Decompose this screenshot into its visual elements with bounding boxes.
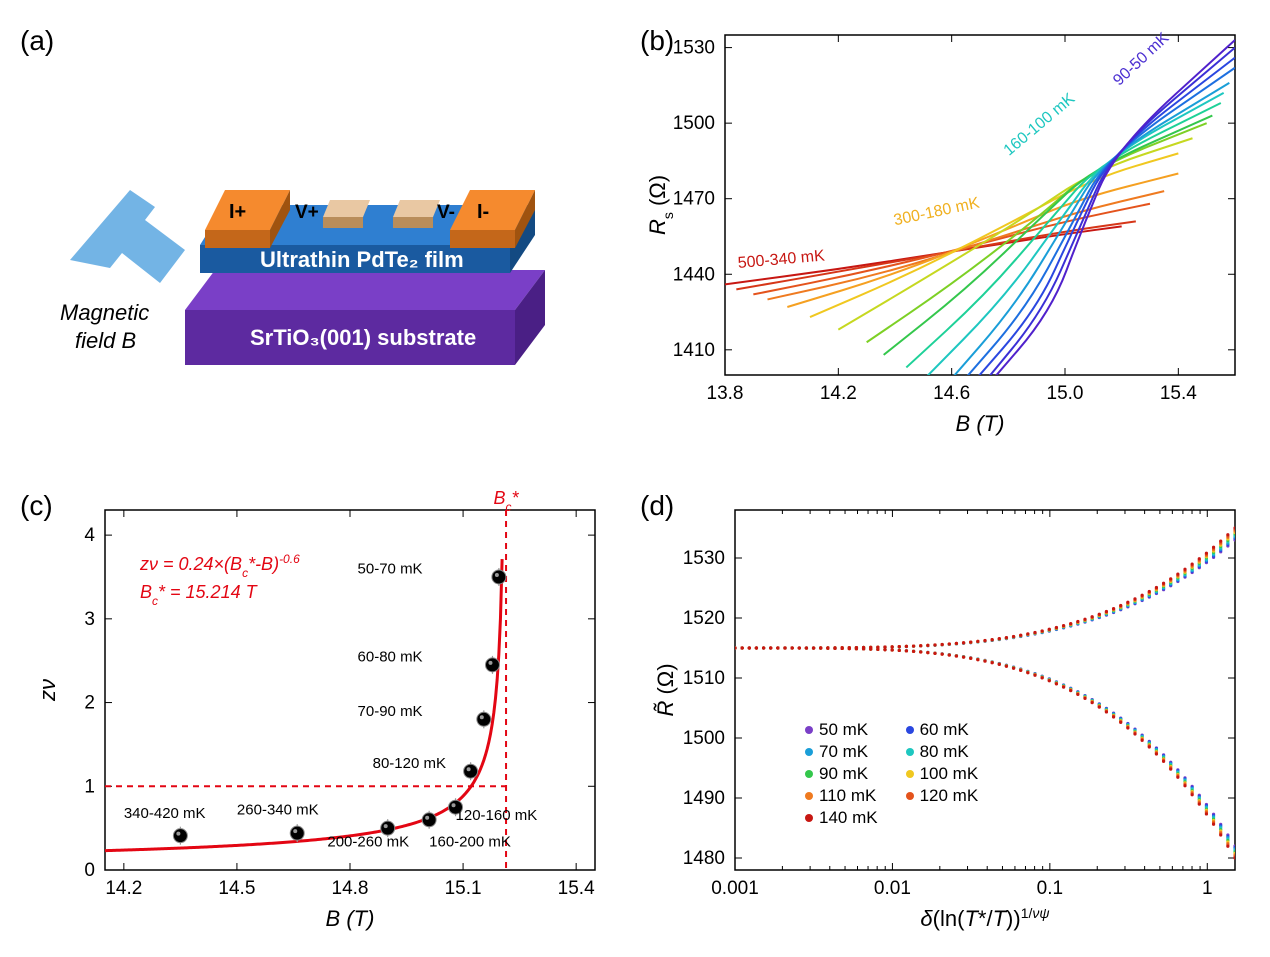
svg-text:1: 1 <box>84 776 95 797</box>
legend-item: 100 mK <box>906 764 979 784</box>
svg-text:Magnetic: Magnetic <box>60 300 149 325</box>
svg-text:120-160 mK: 120-160 mK <box>456 807 538 824</box>
svg-text:1440: 1440 <box>673 264 715 285</box>
panel-b: (b) 13.8 14.2 14.6 15.0 15.4 1410 1440 1470 1500… <box>640 20 1250 440</box>
legend-label: 50 mK <box>819 720 868 740</box>
panel-d-chart: 0.001 0.01 0.1 1 1480 1490 1500 1510 1520 1530 δ(l… <box>640 485 1250 935</box>
svg-text:B (T): B (T) <box>956 411 1005 436</box>
svg-text:Bc* = 15.214 T: Bc* = 15.214 T <box>140 582 259 608</box>
panel-d-label: (d) <box>640 490 674 522</box>
svg-text:1480: 1480 <box>683 848 725 869</box>
svg-text:1470: 1470 <box>673 189 715 210</box>
svg-text:1: 1 <box>1202 878 1213 899</box>
legend-label: 90 mK <box>819 764 868 784</box>
svg-text:15.1: 15.1 <box>445 878 482 899</box>
svg-text:0.1: 0.1 <box>1037 878 1063 899</box>
legend-item: 140 mK <box>805 808 878 828</box>
svg-text:field B: field B <box>75 328 136 353</box>
panel-a-label: (a) <box>20 25 54 57</box>
svg-text:I-: I- <box>477 201 489 223</box>
legend-item: 80 mK <box>906 742 979 762</box>
legend-item: 70 mK <box>805 742 878 762</box>
svg-text:80-120 mK: 80-120 mK <box>373 755 446 772</box>
panel-d: (d) 0.001 0.01 0.1 1 1480 1490 1500 1510 1520 153… <box>640 485 1250 935</box>
svg-text:1520: 1520 <box>683 608 725 629</box>
svg-text:14.5: 14.5 <box>218 878 255 899</box>
svg-text:zν: zν <box>35 679 60 702</box>
svg-text:340-420 mK: 340-420 mK <box>124 805 206 822</box>
legend-dot <box>906 748 914 756</box>
svg-text:Ultrathin PdTe₂ film: Ultrathin PdTe₂ film <box>260 247 464 272</box>
svg-text:70-90 mK: 70-90 mK <box>358 703 423 720</box>
svg-text:90-50 mK: 90-50 mK <box>1110 29 1173 89</box>
svg-text:V+: V+ <box>295 202 319 223</box>
legend-dot <box>805 792 813 800</box>
panel-a: (a) Magnetic field B SrTiO₃(001) substrate… <box>20 20 580 410</box>
svg-text:300-180 mK: 300-180 mK <box>892 194 981 229</box>
svg-text:1500: 1500 <box>673 113 715 134</box>
legend-label: 140 mK <box>819 808 878 828</box>
svg-text:15.4: 15.4 <box>1160 383 1197 404</box>
panel-c-chart: 14.2 14.5 14.8 15.1 15.4 0 1 2 3 4 B (T) zν 340-420 … <box>20 485 610 935</box>
svg-text:SrTiO₃(001) substrate: SrTiO₃(001) substrate <box>250 325 476 350</box>
svg-text:0.001: 0.001 <box>711 878 759 899</box>
svg-text:60-80 mK: 60-80 mK <box>358 649 423 666</box>
panel-d-legend: 50 mK 60 mK 70 mK 80 mK 90 mK 100 mK 110 mK 120… <box>805 720 978 828</box>
legend-dot <box>805 726 813 734</box>
legend-label: 80 mK <box>920 742 969 762</box>
legend-item: 110 mK <box>805 786 878 806</box>
svg-text:δ(ln(T*/T))1/νψ: δ(ln(T*/T))1/νψ <box>920 905 1049 931</box>
legend-dot <box>906 770 914 778</box>
panel-a-diagram: Magnetic field B SrTiO₃(001) substrate Ultr… <box>20 20 580 410</box>
legend-label: 60 mK <box>920 720 969 740</box>
legend-label: 100 mK <box>920 764 979 784</box>
legend-label: 70 mK <box>819 742 868 762</box>
svg-text:1530: 1530 <box>673 38 715 59</box>
svg-text:160-200 mK: 160-200 mK <box>429 834 511 851</box>
svg-text:14.6: 14.6 <box>933 383 970 404</box>
svg-text:14.2: 14.2 <box>820 383 857 404</box>
legend-dot <box>906 726 914 734</box>
svg-text:2: 2 <box>84 693 95 714</box>
svg-text:1510: 1510 <box>683 668 725 689</box>
legend-label: 110 mK <box>819 786 876 806</box>
panel-c-label: (c) <box>20 490 53 522</box>
panel-c: (c) 14.2 14.5 14.8 15.1 15.4 0 1 2 3 4 B (T) zν 340-… <box>20 485 610 935</box>
svg-text:0.01: 0.01 <box>874 878 911 899</box>
svg-text:1530: 1530 <box>683 548 725 569</box>
legend-dot <box>805 814 813 822</box>
svg-text:zν = 0.24×(Bc*-B)-0.6: zν = 0.24×(Bc*-B)-0.6 <box>139 552 300 580</box>
legend-item: 120 mK <box>906 786 979 806</box>
svg-text:1490: 1490 <box>683 788 725 809</box>
svg-text:V-: V- <box>437 202 455 223</box>
legend-item: 50 mK <box>805 720 878 740</box>
legend-dot <box>805 748 813 756</box>
svg-text:4: 4 <box>84 525 95 546</box>
svg-text:14.8: 14.8 <box>332 878 369 899</box>
svg-text:15.4: 15.4 <box>558 878 595 899</box>
svg-text:13.8: 13.8 <box>707 383 744 404</box>
svg-text:0: 0 <box>84 860 95 881</box>
svg-text:I+: I+ <box>229 201 246 223</box>
legend-dot <box>906 792 914 800</box>
svg-text:R̃ (Ω): R̃ (Ω) <box>653 663 678 716</box>
svg-text:B (T): B (T) <box>326 906 375 931</box>
legend-label: 120 mK <box>920 786 979 806</box>
svg-text:Rs (Ω): Rs (Ω) <box>645 175 676 235</box>
panel-b-label: (b) <box>640 25 674 57</box>
svg-text:14.2: 14.2 <box>105 878 142 899</box>
svg-text:200-260 mK: 200-260 mK <box>327 834 409 851</box>
svg-text:260-340 mK: 260-340 mK <box>237 802 319 819</box>
svg-text:500-340 mK: 500-340 mK <box>737 247 826 272</box>
svg-text:50-70 mK: 50-70 mK <box>358 561 423 578</box>
legend-item: 90 mK <box>805 764 878 784</box>
svg-text:3: 3 <box>84 609 95 630</box>
legend-item: 60 mK <box>906 720 979 740</box>
svg-text:15.0: 15.0 <box>1047 383 1084 404</box>
panel-b-chart: 13.8 14.2 14.6 15.0 15.4 1410 1440 1470 1500 1530… <box>640 20 1250 440</box>
legend-dot <box>805 770 813 778</box>
svg-text:160-100 mK: 160-100 mK <box>1001 90 1079 159</box>
svg-text:1410: 1410 <box>673 340 715 361</box>
svg-text:1500: 1500 <box>683 728 725 749</box>
